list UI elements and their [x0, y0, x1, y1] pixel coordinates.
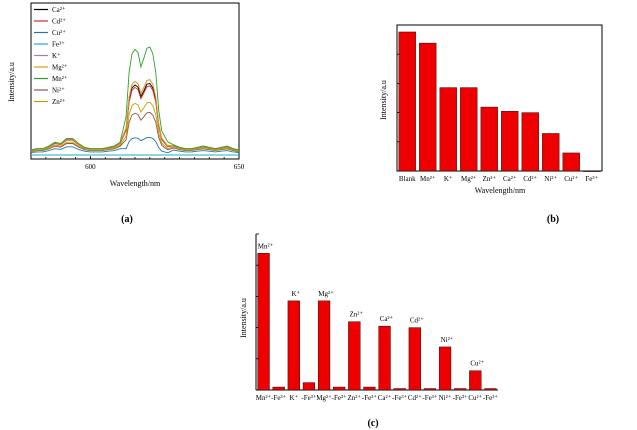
panel-c-caption: (c): [367, 418, 378, 429]
b-bar-7: [542, 133, 560, 172]
panel-c: Mn²⁺K⁺ Mg²⁺Zn²⁺Ca²⁺ Cd²⁺Ni²⁺Cu²⁺ Mn²⁺ -Fe³⁺…: [239, 233, 499, 429]
c-bar-9: [393, 388, 406, 391]
panel-b-bars: [398, 31, 601, 172]
c-bar-0: [257, 253, 270, 391]
c-bar-15: [484, 388, 497, 391]
c-bar-label-12: Ni²⁺: [441, 336, 454, 344]
b-xtick-label-8: Cu²⁺: [564, 175, 578, 183]
legend-label-0: Ca²⁺: [52, 6, 66, 14]
c-bar-label-0: Mn²⁺: [258, 242, 274, 250]
panel-b-caption: (b): [547, 214, 559, 225]
panel-b-y-axis-label: Intensity/a.u: [379, 80, 388, 120]
c-bar-8: [378, 325, 391, 391]
spectrum-line-2: [30, 136, 240, 154]
b-bar-3: [460, 87, 478, 172]
c-xtick-label-9: -Fe³⁺: [392, 394, 407, 402]
panel-a-curves: [30, 46, 240, 156]
legend-label-6: Mn²⁺: [52, 75, 68, 83]
c-bar-11: [423, 388, 437, 391]
c-bar-4: [317, 300, 331, 391]
c-bar-5: [333, 386, 346, 391]
panel-c-y-ticks: [256, 233, 259, 391]
c-bar-1: [272, 386, 285, 391]
panel-a: 600 650 Wavelength/nm Intensity/a.u Ca²⁺C…: [7, 2, 245, 225]
panel-b-y-ticks: [397, 24, 400, 172]
c-xtick-label-14: Cu²⁺: [468, 394, 482, 402]
b-bar-1: [419, 42, 437, 172]
b-xtick-label-9: Fe³⁺: [585, 175, 598, 183]
c-bar-7: [363, 386, 376, 391]
b-bar-9: [583, 170, 601, 172]
c-xtick-label-3: -Fe³⁺: [301, 394, 316, 402]
legend-label-5: Mg²⁺: [52, 64, 68, 72]
c-bar-2: [287, 300, 300, 391]
legend-label-3: Fe³⁺: [52, 41, 65, 49]
c-xtick-label-13: -Fe³⁺: [453, 394, 468, 402]
c-xtick-label-4: Mg²⁺: [316, 394, 332, 402]
panel-a-y-axis-label: Intensity/a.u: [7, 62, 16, 102]
c-xtick-label-2: K⁺: [289, 394, 298, 402]
panel-c-bars: Mn²⁺ K⁺ Mg²⁺ Zn²⁺ Ca²⁺ Cd²⁺ Ni²⁺ Cu²⁺: [257, 242, 497, 391]
c-xtick-label-6: Zn²⁺: [348, 394, 362, 402]
legend-label-1: Cd²⁺: [52, 18, 66, 26]
c-bar-label-4: Mg²⁺: [318, 290, 334, 298]
panel-a-x-axis-label: Wavelength/nm: [110, 179, 161, 188]
c-bar-label-10: Cd²⁺: [410, 317, 424, 325]
panel-a-x-ticks: 600 650: [45, 156, 245, 171]
b-xtick-label-5: Ca²⁺: [503, 175, 517, 183]
b-bar-0: [398, 31, 416, 172]
b-xtick-label-6: Cd²⁺: [523, 175, 537, 183]
panel-c-x-tick-labels: Mn²⁺ -Fe³⁺ K⁺ -Fe³⁺ Mg²⁺ -Fe³⁺ Zn²⁺ -Fe³⁺ Ca²⁺ -F…: [256, 394, 499, 402]
c-bar-label-2: K⁺: [291, 290, 300, 298]
panel-b: Blank Mn²⁺ K⁺ Mg²⁺ Zn²⁺ Ca²⁺ Cd²⁺ Ni²⁺ Cu²⁺ Fe³⁺ …: [379, 24, 603, 225]
c-bar-10: [408, 327, 421, 391]
panel-a-caption: (a): [121, 214, 133, 225]
c-bar-label-8: Ca²⁺: [380, 315, 394, 323]
b-xtick-label-1: Mn²⁺: [420, 175, 436, 183]
c-xtick-label-7: -Fe³⁺: [362, 394, 377, 402]
b-xtick-label-4: Zn²⁺: [482, 175, 496, 183]
c-bar-13: [454, 388, 467, 391]
c-xtick-label-10: Cd²⁺: [408, 394, 422, 402]
panel-b-x-axis-label: Wavelength/nm: [475, 186, 526, 195]
c-xtick-label-11: -Fe³⁺: [422, 394, 437, 402]
b-bar-5: [501, 111, 519, 172]
panel-b-x-tick-labels: Blank Mn²⁺ K⁺ Mg²⁺ Zn²⁺ Ca²⁺ Cd²⁺ Ni²⁺ Cu²⁺ Fe³⁺: [399, 175, 599, 183]
c-xtick-label-8: Ca²⁺: [378, 394, 392, 402]
b-xtick-label-3: Mg²⁺: [461, 175, 477, 183]
c-bar-3: [302, 382, 316, 391]
b-bar-4: [480, 106, 498, 172]
b-bar-6: [521, 112, 539, 172]
legend-label-8: Zn²⁺: [52, 98, 66, 106]
c-bar-label-6: Zn²⁺: [350, 311, 364, 319]
c-bar-label-14: Cu²⁺: [470, 360, 484, 368]
spectrum-line-8: [30, 101, 240, 152]
b-bar-8: [562, 152, 580, 172]
b-xtick-label-7: Ni²⁺: [544, 175, 557, 183]
panel-a-legend: Ca²⁺ Cd²⁺ Cu²⁺ Fe³⁺ K⁺ Mg²⁺ Mn²⁺ Ni²⁺ Zn²⁺: [34, 6, 68, 106]
c-bar-6: [348, 321, 361, 391]
b-xtick-label-2: K⁺: [444, 175, 453, 183]
c-xtick-label-12: Ni²⁺: [439, 394, 452, 402]
c-bar-12: [438, 346, 452, 391]
c-xtick-label-5: -Fe³⁺: [332, 394, 347, 402]
legend-label-7: Ni²⁺: [52, 87, 65, 95]
b-xtick-label-0: Blank: [399, 175, 416, 183]
c-xtick-label-1: -Fe³⁺: [271, 394, 286, 402]
a-xtick-label-0: 600: [85, 163, 96, 171]
panel-c-y-axis-label: Intensity/a.u: [239, 298, 248, 338]
c-bar-14: [469, 370, 482, 391]
legend-label-2: Cu²⁺: [52, 29, 66, 37]
b-bar-2: [439, 87, 457, 172]
panel-b-plot-frame: [396, 24, 603, 172]
spectrum-line-7: [30, 111, 240, 152]
c-xtick-label-0: Mn²⁺: [256, 394, 272, 402]
legend-label-4: K⁺: [52, 52, 61, 60]
c-xtick-label-15: -Fe³⁺: [483, 394, 498, 402]
spectrum-line-1: [30, 85, 240, 151]
a-xtick-label-1: 650: [234, 163, 245, 171]
spectrum-line-6: [30, 46, 240, 151]
